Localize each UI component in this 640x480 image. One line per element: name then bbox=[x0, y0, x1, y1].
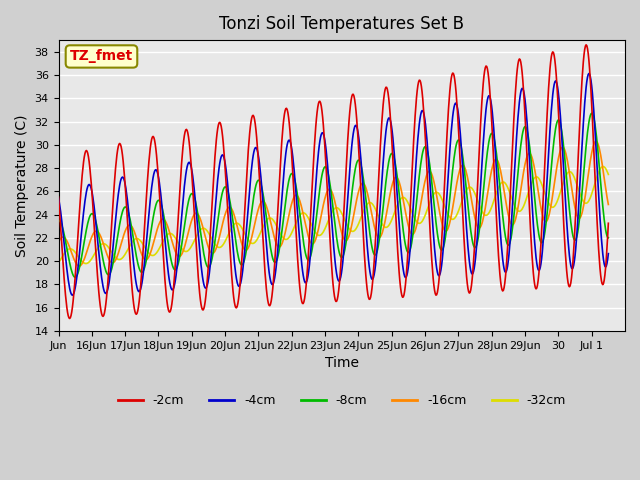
X-axis label: Time: Time bbox=[324, 356, 359, 370]
Y-axis label: Soil Temperature (C): Soil Temperature (C) bbox=[15, 114, 29, 257]
Legend: -2cm, -4cm, -8cm, -16cm, -32cm: -2cm, -4cm, -8cm, -16cm, -32cm bbox=[113, 389, 571, 412]
Text: TZ_fmet: TZ_fmet bbox=[70, 49, 133, 63]
Title: Tonzi Soil Temperatures Set B: Tonzi Soil Temperatures Set B bbox=[220, 15, 464, 33]
